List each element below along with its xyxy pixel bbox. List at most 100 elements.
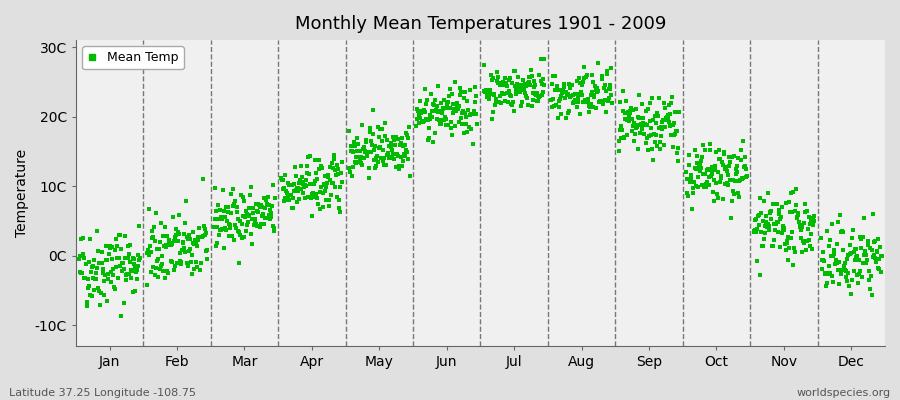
Point xyxy=(112,262,127,269)
Point xyxy=(622,118,636,124)
Point xyxy=(416,118,430,124)
Point xyxy=(587,94,601,100)
Point xyxy=(326,164,340,171)
Point xyxy=(355,161,369,168)
Point xyxy=(679,169,693,175)
Point xyxy=(238,208,253,214)
Point xyxy=(306,190,320,196)
Point xyxy=(218,214,232,220)
Point xyxy=(626,138,641,144)
Point xyxy=(662,111,677,117)
Point xyxy=(855,260,869,267)
Point xyxy=(353,156,367,163)
Point xyxy=(799,238,814,244)
Point xyxy=(493,100,508,106)
Point xyxy=(696,171,710,177)
Point xyxy=(324,192,338,198)
Point xyxy=(118,232,132,239)
Point xyxy=(331,205,346,211)
Point xyxy=(122,259,137,265)
Point xyxy=(318,188,332,194)
Point xyxy=(629,106,643,112)
Point xyxy=(701,182,716,188)
Point xyxy=(290,185,304,191)
Point xyxy=(549,87,563,94)
Point xyxy=(122,251,137,257)
Point xyxy=(875,253,889,260)
Point xyxy=(352,153,366,160)
Point xyxy=(190,263,204,270)
Point xyxy=(351,140,365,147)
Point xyxy=(783,208,797,215)
Point xyxy=(332,197,347,203)
Point xyxy=(547,103,562,110)
Point xyxy=(96,292,111,298)
Point xyxy=(794,234,808,241)
Point xyxy=(844,234,859,241)
Point xyxy=(514,103,528,109)
Point xyxy=(105,244,120,250)
Point xyxy=(410,115,425,122)
Point xyxy=(225,203,239,209)
Point xyxy=(183,236,197,242)
Point xyxy=(656,142,670,148)
Point xyxy=(363,125,377,131)
Point xyxy=(863,245,878,252)
Point xyxy=(389,134,403,140)
Point xyxy=(220,218,234,224)
Point xyxy=(234,234,248,241)
Point xyxy=(175,259,189,266)
Point xyxy=(242,212,256,218)
Point xyxy=(163,240,177,246)
Point xyxy=(588,83,602,89)
Point xyxy=(572,75,586,81)
Point xyxy=(480,94,494,101)
Point xyxy=(868,258,883,265)
Point xyxy=(508,86,523,93)
Point xyxy=(730,163,744,170)
Point xyxy=(300,170,314,176)
Point xyxy=(280,190,294,196)
Point xyxy=(395,163,410,170)
Point xyxy=(658,124,672,130)
Point xyxy=(544,81,559,88)
Point xyxy=(773,216,788,222)
Point xyxy=(356,146,370,152)
Point xyxy=(86,275,100,282)
Title: Monthly Mean Temperatures 1901 - 2009: Monthly Mean Temperatures 1901 - 2009 xyxy=(294,15,666,33)
Point xyxy=(857,214,871,221)
Point xyxy=(105,272,120,278)
Point xyxy=(157,268,171,275)
Point xyxy=(671,145,686,152)
Point xyxy=(860,257,874,264)
Point xyxy=(862,286,877,292)
Point xyxy=(639,140,653,146)
Point xyxy=(170,229,184,235)
Point xyxy=(513,86,527,92)
Point xyxy=(567,99,581,105)
Point xyxy=(297,182,311,189)
Point xyxy=(177,220,192,226)
Point xyxy=(233,232,248,238)
Point xyxy=(433,100,447,106)
Point xyxy=(175,246,189,253)
Point xyxy=(545,104,560,111)
Point xyxy=(308,156,322,163)
Point xyxy=(211,224,225,230)
Point xyxy=(520,94,535,101)
Point xyxy=(719,164,733,170)
Point xyxy=(580,97,595,104)
Point xyxy=(715,158,729,165)
Point xyxy=(285,205,300,211)
Point xyxy=(413,98,428,104)
Point xyxy=(754,210,769,216)
Point xyxy=(518,92,533,99)
Point xyxy=(561,110,575,116)
Point xyxy=(186,240,201,246)
Point xyxy=(98,243,112,249)
Point xyxy=(380,137,394,143)
Point xyxy=(392,165,406,172)
Point xyxy=(292,180,306,186)
Point xyxy=(669,128,683,134)
Point xyxy=(372,134,386,140)
